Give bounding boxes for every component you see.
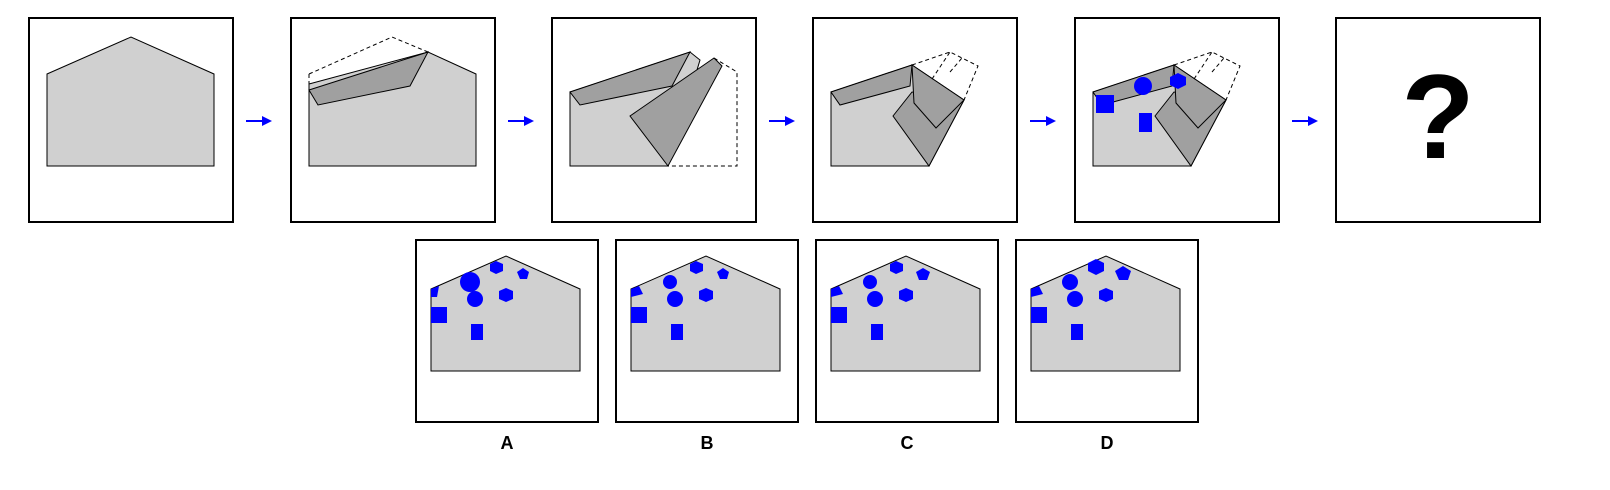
step-4-panel [812, 17, 1018, 223]
option-label: B [701, 433, 714, 453]
corner-shape [631, 286, 643, 297]
square-hole [1096, 95, 1114, 113]
original-outline [308, 36, 429, 75]
folded-flap-inner [1173, 64, 1227, 129]
question-mark: ? [1401, 50, 1474, 184]
option-c[interactable]: C [815, 239, 999, 453]
rectangle-shape [1071, 324, 1083, 340]
rectangle-shape [871, 324, 883, 340]
option-d[interactable]: D [1015, 239, 1199, 453]
corner-shape [1031, 286, 1043, 297]
crease-outline [931, 51, 963, 80]
arrow-2 [508, 116, 534, 126]
folded-flap [830, 64, 913, 106]
option-label: A [501, 433, 514, 453]
square-shape [831, 307, 847, 323]
folded-flap-inner [911, 64, 965, 129]
pentagon-shape [717, 268, 729, 279]
hexagon-shape [899, 288, 913, 302]
rectangle-hole [1139, 113, 1152, 132]
rectangle-shape [471, 324, 483, 340]
folded-flap-right [629, 57, 723, 167]
circle-shape [863, 275, 877, 289]
hexagon-shape [890, 261, 903, 274]
folded-flap [569, 51, 692, 106]
hexagon-shape [1099, 288, 1113, 302]
rectangle-shape [671, 324, 683, 340]
square-shape [631, 307, 647, 323]
corner-shape [831, 286, 843, 297]
step-2-panel [290, 17, 496, 223]
step-5-panel [1074, 17, 1280, 223]
hexagon-shape [1088, 259, 1104, 275]
hexagon-hole [1170, 73, 1186, 89]
option-a[interactable]: A [415, 239, 599, 453]
arrow-4 [1030, 116, 1056, 126]
pentagon-shape [1115, 266, 1131, 280]
hexagon-shape [699, 288, 713, 302]
hexagon-shape [499, 288, 513, 302]
pentagon-shape [517, 268, 529, 279]
step-1-panel [28, 17, 234, 223]
option-b[interactable]: B [615, 239, 799, 453]
hexagon-shape [490, 261, 503, 274]
pentagon-shape [916, 268, 930, 280]
pentagon-paper [46, 36, 215, 167]
arrow-5 [1292, 116, 1318, 126]
circle-shape [663, 275, 677, 289]
answer-panel: ? [1335, 17, 1541, 223]
circle-shape [1062, 274, 1078, 290]
crease-outline [1193, 51, 1225, 80]
circle-shape [467, 291, 483, 307]
original-outline [668, 57, 738, 167]
square-shape [1031, 307, 1047, 323]
arrow-1 [246, 116, 272, 126]
circle-shape [667, 291, 683, 307]
step-3-panel [551, 17, 757, 223]
option-label: C [901, 433, 914, 453]
folded-flap [308, 51, 430, 106]
large-circle [460, 272, 480, 292]
circle-shape [867, 291, 883, 307]
option-label: D [1101, 433, 1114, 453]
circle-hole [1134, 77, 1152, 95]
square-shape [431, 307, 447, 323]
corner-shape [431, 286, 439, 297]
circle-shape [1067, 291, 1083, 307]
arrow-3 [769, 116, 795, 126]
hexagon-shape [690, 261, 703, 274]
